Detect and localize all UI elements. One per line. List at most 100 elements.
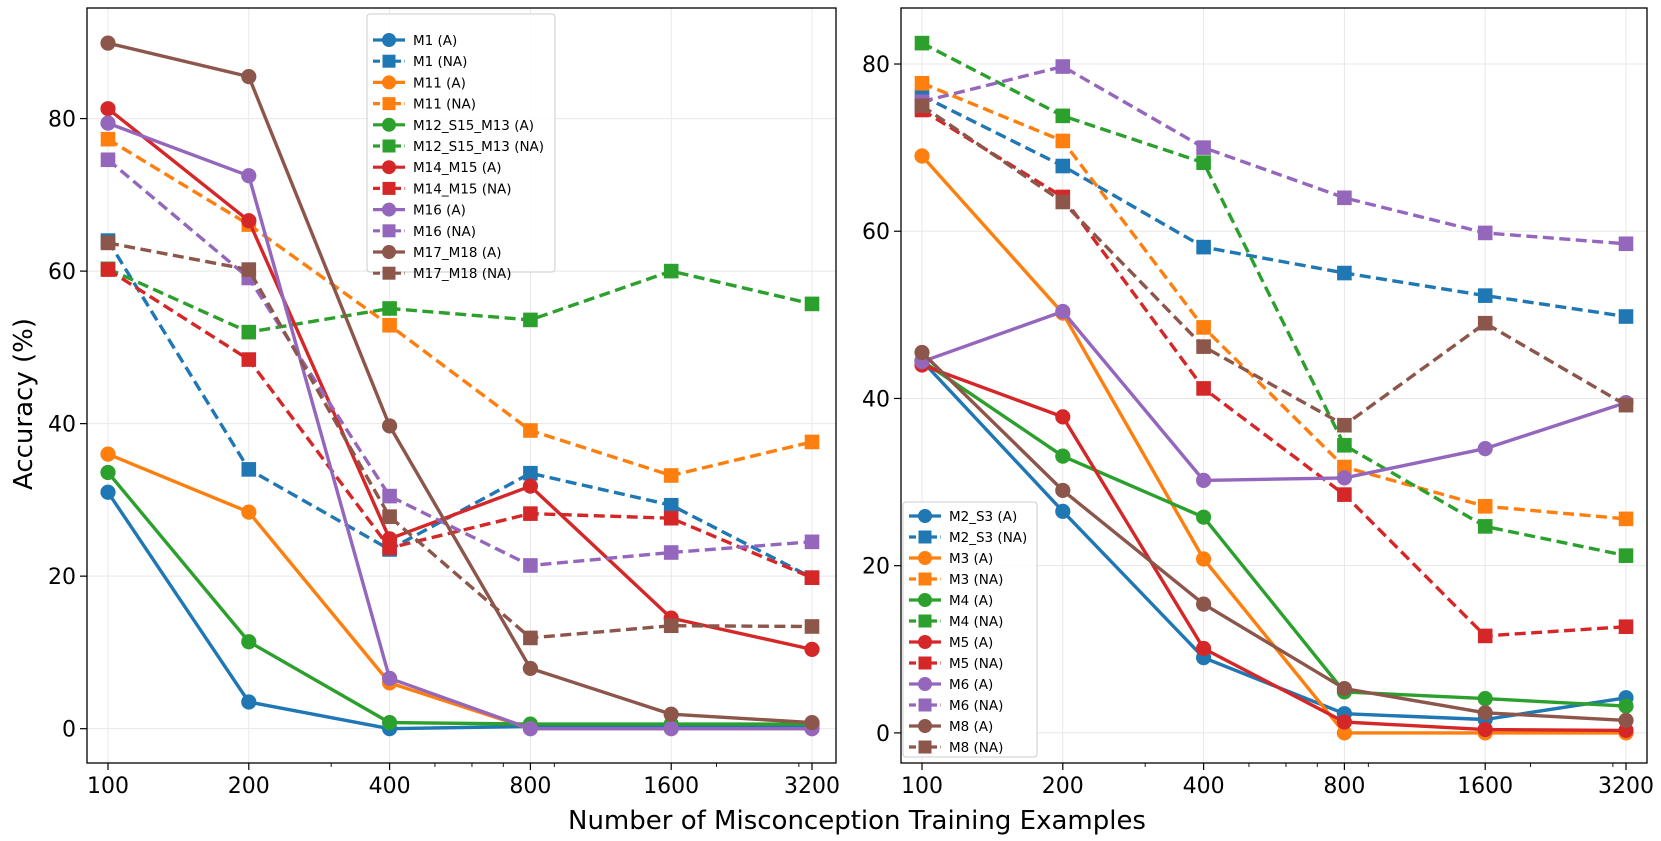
data-point [1618, 397, 1634, 413]
data-point [1477, 691, 1493, 707]
x-tick-label: 400 [1183, 774, 1225, 799]
data-point [1055, 133, 1071, 149]
data-point [1618, 712, 1634, 728]
legend-label: M4 (NA) [949, 614, 1003, 630]
data-point [1477, 499, 1493, 514]
data-point [382, 509, 397, 524]
data-point [663, 618, 679, 634]
data-point [241, 352, 257, 367]
plot-frame [900, 7, 1648, 764]
legend-entry: M1 (A) [373, 33, 457, 49]
data-point [1196, 339, 1211, 354]
y-tick-label: 80 [48, 108, 76, 133]
data-point [804, 534, 820, 550]
data-point [1477, 519, 1493, 534]
data-point [804, 714, 820, 731]
series-m1-na [100, 233, 820, 585]
data-point [522, 660, 539, 677]
legend-entry: M11 (A) [373, 75, 466, 91]
data-point [1618, 619, 1634, 635]
series-line [107, 137, 813, 478]
data-point [1618, 511, 1634, 527]
data-series [100, 35, 820, 737]
series-line [106, 158, 813, 568]
data-point [804, 434, 820, 450]
legend-entry: M1 (NA) [373, 54, 467, 70]
data-point [804, 570, 820, 585]
data-point [522, 478, 539, 494]
data-point [1336, 714, 1352, 730]
data-point [663, 545, 679, 560]
data-point [382, 540, 397, 556]
legend-label: M12_S15_M13 (NA) [413, 139, 544, 155]
plot-frame [86, 7, 837, 764]
series-line [921, 359, 1627, 708]
legend-marker [918, 614, 932, 628]
y-tick-label: 20 [862, 555, 890, 580]
legend-box [902, 501, 1038, 758]
series-m12-s15-m13-a [100, 464, 820, 732]
data-point [1055, 448, 1071, 464]
legend-entry: M5 (NA) [909, 656, 1003, 672]
series-m17-m18-na [100, 235, 820, 646]
legend-entry: M12_S15_M13 (NA) [373, 139, 544, 155]
series-line [106, 491, 812, 731]
legend-marker [918, 635, 932, 649]
series-line [921, 94, 1627, 319]
legend-label: M17_M18 (NA) [413, 266, 512, 282]
legend-label: M2_S3 (NA) [949, 530, 1027, 546]
x-tick-label: 100 [901, 774, 943, 799]
data-point [663, 706, 679, 722]
legend-marker [918, 572, 932, 586]
legend-label: M6 (NA) [949, 698, 1003, 714]
legend-entry: M16 (NA) [373, 224, 476, 240]
data-point [382, 670, 398, 686]
y-tick-label: 40 [862, 387, 890, 412]
data-point [663, 721, 679, 737]
legend-entry: M2_S3 (NA) [909, 530, 1027, 546]
data-point [1618, 309, 1634, 324]
x-tick-label: 400 [369, 774, 411, 799]
data-series [914, 35, 1634, 741]
data-point [382, 714, 398, 731]
data-point [241, 69, 257, 85]
legend-entry: M2_S3 (A) [909, 509, 1017, 525]
series-m3-na [914, 75, 1634, 527]
legend-label: M1 (NA) [413, 54, 467, 70]
y-axis-label: Accuracy (%) [9, 318, 39, 490]
legend-label: M12_S15_M13 (A) [413, 118, 534, 134]
data-point [1196, 509, 1212, 525]
series-line [921, 309, 1627, 483]
y-axis-ticks: 0 20 40 60 80 [48, 108, 87, 743]
data-point [1196, 155, 1211, 170]
legend-label: M8 (NA) [949, 740, 1003, 756]
data-point [241, 694, 257, 710]
legend-label: M17_M18 (A) [413, 245, 501, 261]
series-m8-a [914, 344, 1634, 728]
legend-marker [382, 266, 396, 280]
data-point [1337, 437, 1352, 453]
data-point [1477, 315, 1493, 331]
x-tick-label: 1600 [1457, 774, 1513, 799]
series-line [107, 268, 813, 580]
data-point [241, 634, 257, 650]
series-m17-m18-a [100, 35, 820, 731]
legend-entry: M8 (NA) [909, 740, 1003, 756]
series-m4-na [914, 35, 1634, 563]
y-tick-label: 60 [862, 220, 890, 245]
legend-entry: M4 (A) [909, 593, 993, 609]
data-point [241, 262, 257, 277]
data-point [523, 630, 538, 646]
series-m16-na [100, 152, 820, 573]
data-point [1618, 698, 1634, 714]
legend-entry: M16 (A) [373, 202, 466, 219]
y-tick-label: 20 [48, 565, 76, 590]
x-tick-label: 1600 [643, 774, 699, 799]
legend-entry: M6 (A) [909, 677, 993, 693]
series-m6-na [914, 59, 1634, 252]
series-line [107, 121, 812, 731]
legend: M2_S3 (A) M2_S3 (NA) M3 (A) M3 (NA) M4 (A) M4… [902, 501, 1038, 758]
legend-marker [382, 160, 396, 175]
legend-entry: M6 (NA) [909, 698, 1003, 714]
series-line [106, 107, 813, 652]
